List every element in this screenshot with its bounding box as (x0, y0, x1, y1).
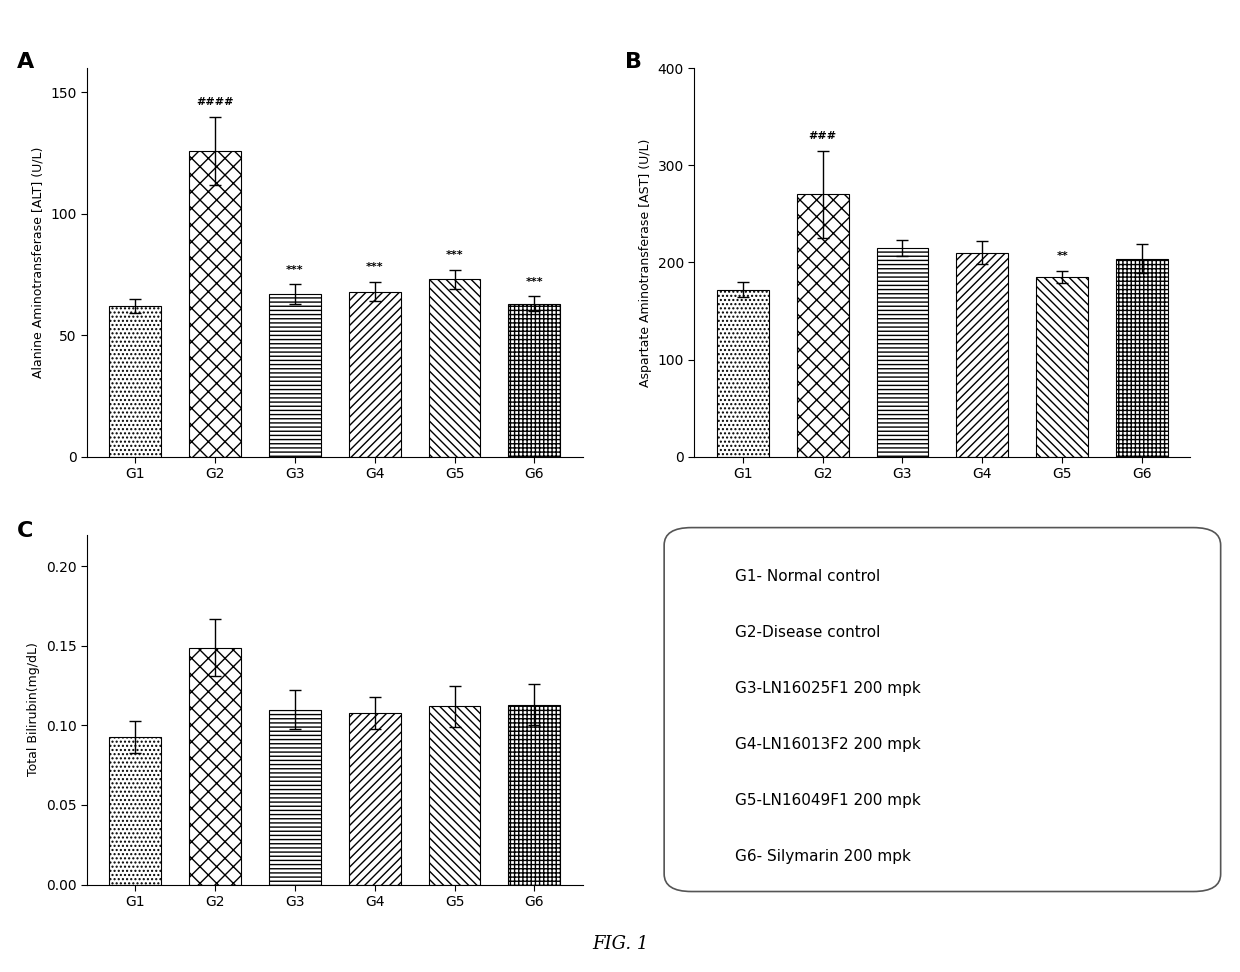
Text: ***: *** (366, 262, 383, 272)
Text: ###: ### (808, 131, 837, 141)
Bar (429, 707, 480, 885)
Bar (429, 279, 480, 457)
Bar (1116, 259, 1168, 457)
Bar (717, 290, 769, 457)
Y-axis label: Aspartate Aminotransferase [AST] (U/L): Aspartate Aminotransferase [AST] (U/L) (639, 138, 652, 387)
Text: G5-LN16049F1 200 mpk: G5-LN16049F1 200 mpk (735, 793, 921, 808)
Text: B: B (625, 52, 642, 73)
Bar (348, 712, 401, 885)
Bar (190, 151, 241, 457)
Text: G2-Disease control: G2-Disease control (735, 625, 880, 641)
Text: G4-LN16013F2 200 mpk: G4-LN16013F2 200 mpk (735, 737, 921, 752)
Bar (269, 294, 321, 457)
Bar (508, 705, 560, 885)
Text: **: ** (1056, 252, 1068, 261)
Bar (508, 303, 560, 457)
Text: ***: *** (286, 264, 304, 274)
Text: G1- Normal control: G1- Normal control (735, 569, 880, 584)
Bar (109, 306, 161, 457)
Text: G6- Silymarin 200 mpk: G6- Silymarin 200 mpk (735, 849, 911, 864)
Bar (956, 253, 1008, 457)
Y-axis label: Alanine Aminotransferase [ALT] (U/L): Alanine Aminotransferase [ALT] (U/L) (31, 147, 45, 378)
Text: G3-LN16025F1 200 mpk: G3-LN16025F1 200 mpk (735, 681, 921, 696)
Bar (877, 248, 929, 457)
Text: A: A (17, 52, 35, 73)
Y-axis label: Total Bilirubin(mg/dL): Total Bilirubin(mg/dL) (27, 642, 40, 777)
Bar (348, 292, 401, 457)
Text: ####: #### (196, 97, 234, 107)
Bar (797, 194, 848, 457)
Text: FIG. 1: FIG. 1 (591, 934, 649, 953)
Text: ***: *** (526, 277, 543, 287)
Text: ***: *** (445, 250, 464, 260)
Bar (190, 647, 241, 885)
Text: C: C (17, 521, 33, 540)
Bar (109, 737, 161, 885)
Bar (269, 710, 321, 885)
FancyBboxPatch shape (665, 528, 1220, 891)
Bar (1037, 277, 1087, 457)
